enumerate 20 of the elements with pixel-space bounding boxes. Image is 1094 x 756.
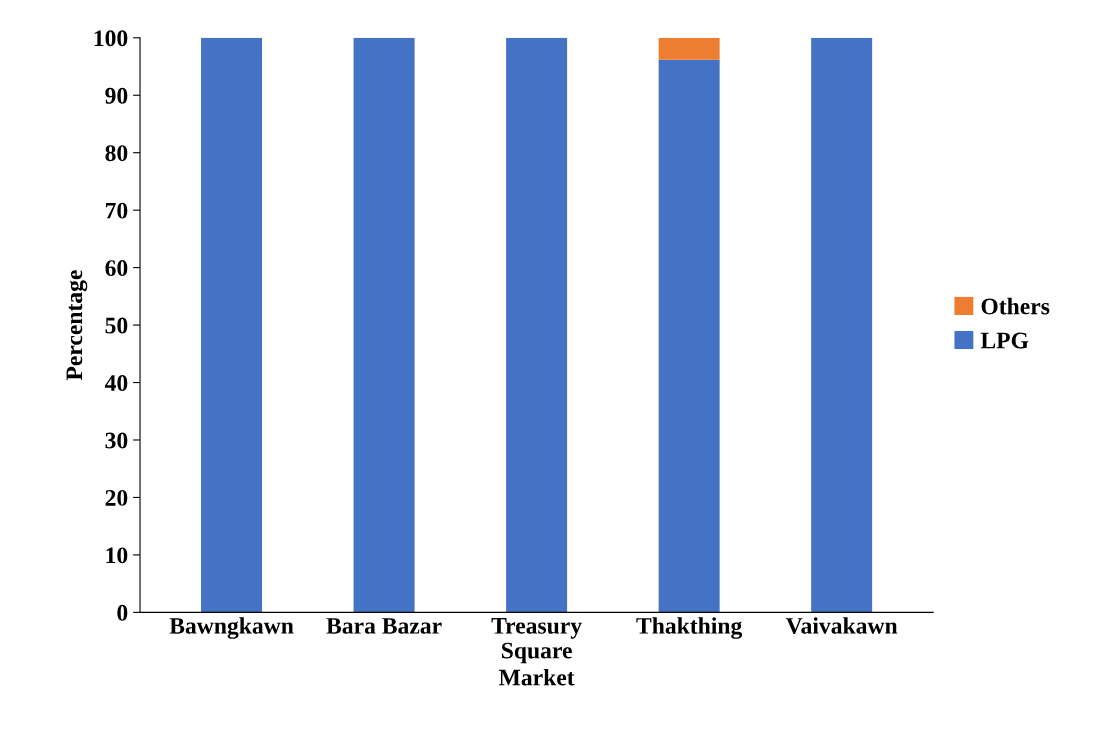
y-tick-label: 50 (105, 317, 128, 334)
y-tick-label: 60 (105, 260, 128, 277)
y-tick-label: 10 (106, 547, 128, 564)
y-tick-label: 100 (94, 30, 128, 47)
y-tick-label: 80 (105, 145, 128, 162)
x-tick-label: Bawngkawn (169, 617, 294, 639)
x-axis-title: Market (498, 668, 575, 686)
x-tick-label: Treasury Square (491, 618, 582, 664)
y-axis-title: Percentage (66, 270, 88, 381)
x-tick-label: Vaivakawn (785, 617, 898, 634)
y-tick-label: 30 (105, 432, 128, 449)
y-tick-label: 20 (105, 489, 128, 506)
x-tick-label: Thakthing (636, 617, 743, 639)
x-tick-label: Bara Bazar (326, 618, 442, 634)
y-tick-label: 40 (104, 375, 128, 391)
legend-label: Others (981, 297, 1050, 315)
y-tick-label: 0 (117, 604, 128, 621)
y-tick-label: 70 (105, 202, 128, 219)
legend-label: LPG (980, 332, 1029, 349)
y-tick-label: 90 (105, 87, 128, 104)
